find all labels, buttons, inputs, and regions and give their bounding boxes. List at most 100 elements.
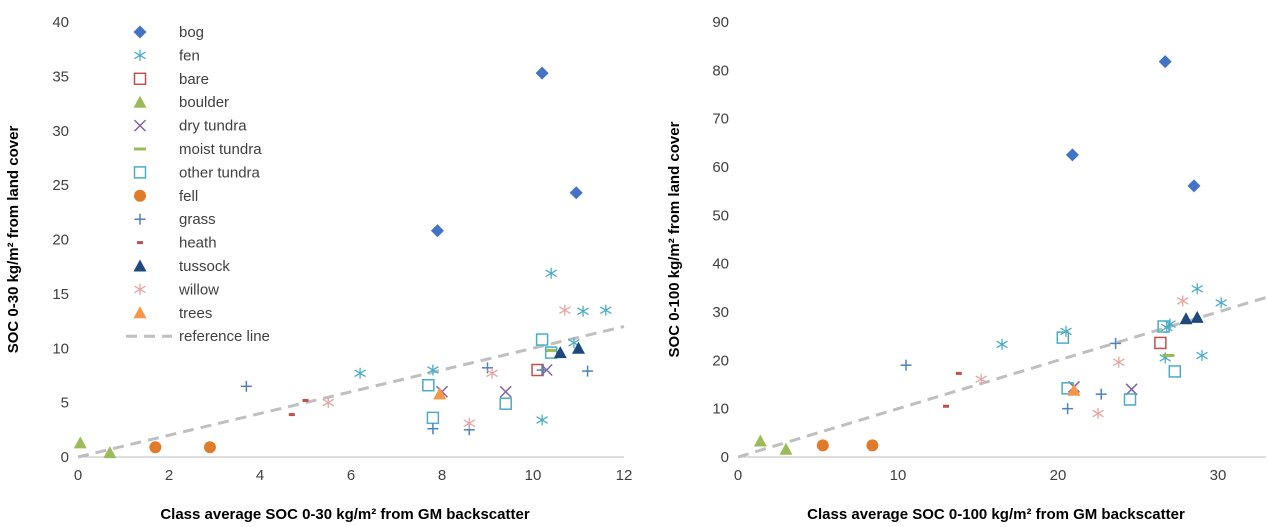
left-y-tick-label: 15 (52, 286, 69, 303)
legend-marker-dry-tundra (133, 119, 147, 132)
right-y-tick-label: 90 (712, 14, 729, 31)
right-point-fen (1164, 318, 1176, 330)
right-point-willow (1092, 408, 1104, 419)
left-x-tick-label: 0 (74, 467, 82, 484)
right-y-tick-label: 70 (712, 111, 729, 128)
right-point-bog (1187, 179, 1201, 193)
left-point-other-tundra (422, 378, 435, 392)
legend-marker-bog (133, 25, 147, 39)
left-y-tick-label: 20 (52, 232, 69, 249)
left-point-other-tundra (535, 333, 549, 346)
left-x-axis-label: Class average SOC 0-30 kg/m² from GM bac… (160, 506, 529, 523)
right-x-tick-label: 0 (734, 467, 742, 484)
left-point-fen (536, 414, 548, 426)
right-point-moist-tundra (1162, 354, 1175, 357)
legend-label-boulder: boulder (179, 94, 229, 111)
right-point-fen (1215, 297, 1228, 309)
left-point-willow (463, 417, 476, 429)
right-point-other-tundra (1168, 365, 1182, 378)
legend-label-fen: fen (179, 47, 200, 64)
right-point-heath (955, 371, 962, 375)
legend-label-willow: willow (178, 281, 219, 298)
left-point-willow (322, 397, 335, 409)
left-y-tick-label: 30 (52, 123, 69, 140)
legend-label-bog: bog (179, 24, 204, 41)
right-y-tick-label: 30 (712, 304, 729, 321)
left-point-fell (203, 441, 216, 454)
right-point-boulder (753, 434, 767, 447)
right-point-other-tundra (1123, 393, 1137, 406)
right-point-dry-tundra (1125, 383, 1138, 396)
left-point-bog (430, 224, 444, 238)
right-x-tick-label: 10 (890, 467, 907, 484)
left-point-fen (599, 304, 612, 316)
legend-marker-trees (133, 306, 147, 319)
right-point-other-tundra (1157, 320, 1170, 333)
left-point-grass (582, 365, 594, 377)
left-point-willow (486, 367, 498, 379)
legend-label-grass: grass (179, 211, 216, 228)
legend-label-tussock: tussock (179, 258, 230, 275)
right-point-bog (1065, 148, 1079, 162)
legend-label-trees: trees (179, 305, 212, 322)
left-y-tick-label: 5 (61, 395, 69, 412)
legend-marker-tussock (133, 259, 147, 272)
left-y-tick-label: 25 (52, 177, 69, 194)
right-point-willow (975, 373, 988, 385)
left-x-tick-label: 6 (347, 467, 355, 484)
legend-label-dry-tundra: dry tundra (179, 118, 247, 135)
left-point-grass (427, 423, 439, 435)
right-scatter-chart: SOC 0-100 kg/m² from land cover Class av… (666, 14, 1267, 523)
legend-marker-boulder (133, 95, 147, 108)
right-point-willow (1112, 356, 1125, 368)
left-scatter-chart: SOC 0-30 kg/m² from land cover Class ave… (5, 14, 632, 523)
right-point-grass (1095, 388, 1107, 400)
legend-marker-moist-tundra (134, 147, 146, 151)
left-point-moist-tundra (545, 348, 558, 352)
right-point-tussock (1190, 310, 1204, 323)
legend-label-other-tundra: other tundra (179, 164, 261, 181)
legend-label-fell: fell (179, 188, 198, 205)
left-point-heath (288, 413, 295, 417)
left-point-willow (559, 304, 571, 316)
left-point-fen (427, 364, 439, 376)
left-point-grass (536, 364, 548, 376)
left-x-tick-label: 2 (165, 467, 173, 484)
right-point-fell (816, 439, 829, 452)
legend-marker-fen (134, 49, 146, 61)
legend-marker-fell (134, 189, 146, 202)
right-point-fen (1191, 283, 1204, 295)
left-point-fen (354, 367, 366, 379)
right-point-willow (1176, 295, 1189, 307)
left-point-fen (545, 267, 558, 279)
left-point-dry-tundra (499, 385, 512, 398)
right-point-grass (1062, 403, 1074, 415)
right-y-tick-label: 50 (712, 207, 729, 224)
right-point-grass (1110, 337, 1122, 349)
right-point-fell (866, 439, 879, 452)
legend-label-reference-line: reference line (179, 328, 270, 345)
left-point-bog (569, 186, 583, 200)
left-point-other-tundra (499, 397, 512, 410)
left-point-fen (577, 305, 589, 317)
left-y-tick-label: 0 (61, 449, 69, 466)
right-point-grass (900, 359, 912, 371)
right-point-fen (1060, 325, 1072, 337)
left-point-trees (433, 387, 447, 400)
left-x-tick-label: 4 (256, 467, 264, 484)
left-x-tick-label: 10 (525, 467, 542, 484)
legend-marker-willow (134, 283, 146, 295)
legend-marker-grass (134, 213, 146, 225)
left-point-grass (240, 380, 252, 392)
left-point-boulder (73, 436, 87, 449)
right-y-tick-label: 10 (712, 401, 729, 418)
right-y-tick-label: 0 (721, 449, 729, 466)
right-point-fen (1196, 350, 1208, 361)
left-y-tick-label: 40 (52, 14, 69, 31)
left-point-heath (302, 398, 309, 402)
right-point-trees (1067, 383, 1081, 396)
left-point-other-tundra (544, 346, 558, 359)
left-point-other-tundra (426, 411, 440, 425)
right-point-heath (943, 404, 949, 408)
right-point-bog (1158, 55, 1172, 69)
